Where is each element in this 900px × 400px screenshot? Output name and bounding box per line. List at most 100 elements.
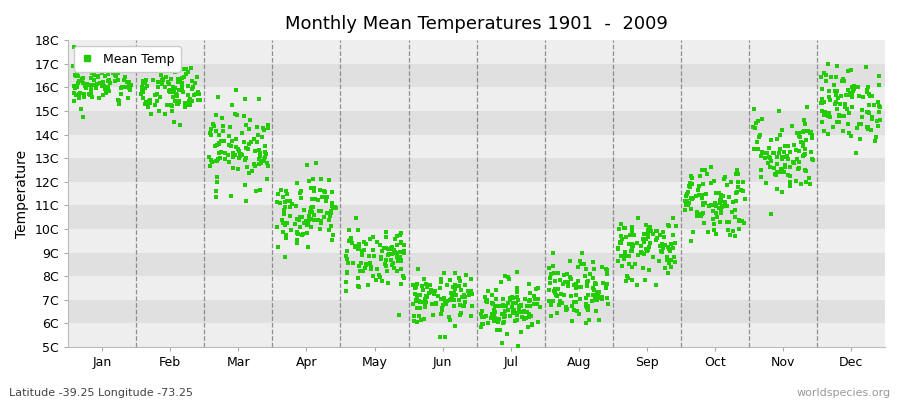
Point: [637, 231, 652, 237]
Point: [868, 134, 883, 141]
Point: [496, 303, 510, 310]
Point: [571, 284, 585, 290]
Point: [350, 274, 365, 281]
Point: [304, 216, 319, 222]
Point: [71, 80, 86, 86]
Point: [601, 301, 616, 307]
Point: [411, 298, 426, 304]
Point: [734, 218, 749, 224]
Point: [326, 232, 340, 238]
Point: [696, 200, 710, 206]
Point: [698, 190, 713, 197]
Point: [806, 156, 820, 162]
Point: [90, 81, 104, 88]
Point: [261, 122, 275, 128]
Point: [248, 148, 262, 154]
Point: [356, 239, 371, 245]
Point: [356, 248, 370, 254]
Point: [845, 92, 859, 98]
Point: [444, 296, 458, 302]
Point: [457, 303, 472, 309]
Point: [596, 280, 610, 286]
Point: [787, 160, 801, 166]
Point: [344, 235, 358, 241]
Point: [408, 285, 422, 291]
Point: [359, 241, 374, 247]
Point: [106, 70, 121, 76]
Point: [682, 180, 697, 186]
Point: [494, 279, 508, 286]
Point: [85, 70, 99, 76]
Point: [586, 292, 600, 298]
Point: [747, 146, 761, 152]
Point: [716, 192, 730, 199]
Point: [241, 140, 256, 147]
Point: [642, 244, 656, 250]
Point: [799, 178, 814, 185]
Point: [314, 219, 328, 226]
Point: [439, 298, 454, 304]
Point: [212, 132, 226, 139]
Point: [724, 178, 738, 185]
Point: [586, 259, 600, 265]
Point: [433, 285, 447, 292]
Point: [104, 61, 119, 68]
Point: [250, 124, 265, 130]
Point: [141, 98, 156, 104]
Point: [704, 164, 718, 170]
Point: [108, 78, 122, 84]
Point: [271, 190, 285, 197]
Point: [666, 215, 680, 221]
Point: [384, 246, 399, 252]
Point: [600, 295, 615, 302]
Point: [452, 283, 466, 289]
Point: [139, 79, 153, 86]
Point: [750, 139, 764, 146]
Point: [300, 230, 314, 236]
Point: [278, 234, 293, 241]
Point: [839, 92, 853, 98]
Point: [313, 208, 328, 214]
Point: [584, 298, 598, 304]
Point: [351, 246, 365, 252]
Point: [171, 76, 185, 82]
Point: [852, 93, 867, 100]
Point: [698, 200, 713, 206]
Point: [646, 254, 661, 260]
Point: [253, 187, 267, 194]
Point: [311, 216, 326, 223]
Point: [113, 46, 128, 53]
Point: [629, 282, 643, 289]
Point: [637, 251, 652, 258]
Point: [652, 242, 667, 249]
Point: [366, 234, 381, 240]
Point: [434, 296, 448, 302]
Point: [381, 280, 395, 286]
Point: [250, 139, 265, 145]
Point: [854, 121, 868, 127]
Point: [487, 312, 501, 319]
Point: [161, 81, 176, 88]
Point: [751, 146, 765, 152]
Point: [581, 292, 596, 298]
Point: [418, 300, 433, 306]
Point: [708, 200, 723, 206]
Point: [531, 296, 545, 302]
Point: [764, 137, 778, 144]
Point: [388, 249, 402, 256]
Point: [215, 115, 230, 122]
Point: [598, 266, 613, 272]
Point: [270, 198, 284, 205]
Point: [578, 273, 592, 279]
Point: [323, 213, 338, 219]
Point: [766, 150, 780, 156]
Point: [416, 287, 430, 294]
Point: [643, 225, 657, 231]
Point: [146, 77, 160, 83]
Point: [626, 232, 641, 238]
Point: [112, 98, 126, 104]
Point: [388, 236, 402, 242]
Point: [181, 69, 195, 76]
Point: [772, 108, 787, 114]
Point: [223, 124, 238, 130]
